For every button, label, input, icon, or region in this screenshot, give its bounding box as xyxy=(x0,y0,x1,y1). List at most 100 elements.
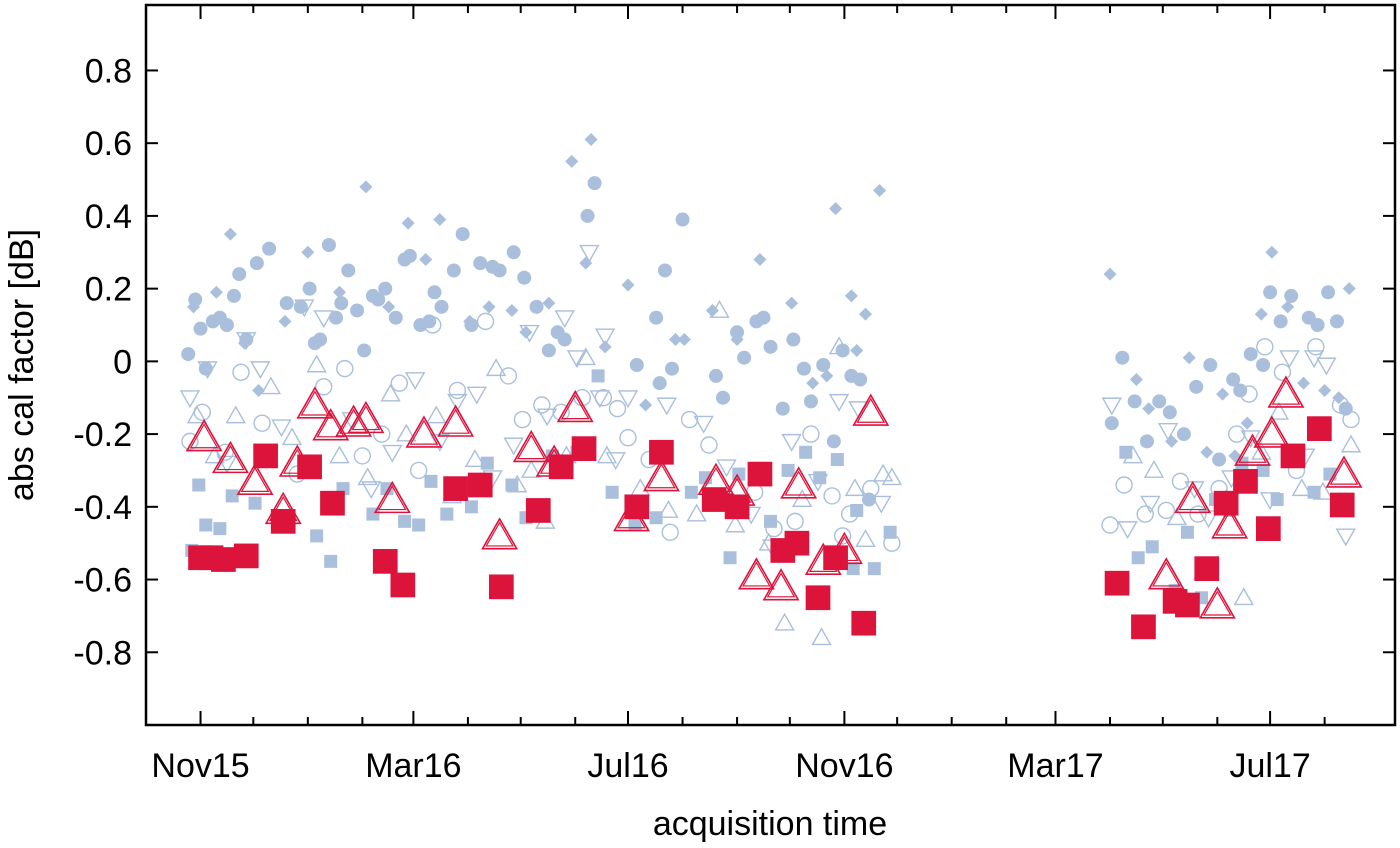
data-point xyxy=(656,397,677,416)
data-point xyxy=(427,285,442,300)
data-point xyxy=(1255,516,1281,541)
data-point xyxy=(730,333,744,347)
data-point xyxy=(1131,614,1156,640)
y-tick-label: 0.6 xyxy=(85,125,132,163)
data-point xyxy=(310,529,324,543)
data-point xyxy=(181,347,196,362)
data-point xyxy=(1184,481,1205,500)
data-point xyxy=(1212,452,1227,467)
data-point-inner xyxy=(1178,484,1208,511)
data-point xyxy=(855,529,876,547)
y-axis-title: abs cal factor [dB] xyxy=(3,229,41,501)
data-point xyxy=(589,390,611,409)
data-point xyxy=(1307,338,1325,356)
data-point xyxy=(1104,416,1119,431)
data-point xyxy=(437,404,475,437)
data-point xyxy=(334,296,349,311)
data-point xyxy=(557,332,572,347)
data-point xyxy=(270,509,296,534)
data-point-inner xyxy=(300,390,330,416)
data-point xyxy=(372,549,398,574)
data-point xyxy=(774,612,795,631)
data-point xyxy=(260,376,282,395)
data-point xyxy=(301,245,315,259)
data-point xyxy=(373,425,391,443)
data-point xyxy=(642,459,680,492)
data-point xyxy=(529,299,544,314)
data-point xyxy=(1321,285,1336,300)
data-point xyxy=(213,522,227,536)
data-point xyxy=(464,500,478,514)
data-point xyxy=(1335,528,1356,547)
data-point xyxy=(594,328,616,347)
data-point xyxy=(1307,416,1332,441)
data-point xyxy=(359,180,373,194)
data-point xyxy=(541,343,556,358)
data-point xyxy=(1256,338,1274,356)
data-point xyxy=(409,461,428,480)
data-point xyxy=(1213,490,1239,516)
data-point xyxy=(724,494,750,520)
data-point xyxy=(519,324,540,343)
data-point xyxy=(455,227,470,242)
data-point xyxy=(223,227,237,241)
data-point xyxy=(1139,434,1154,449)
data-point xyxy=(1162,405,1177,420)
data-point-inner xyxy=(1202,590,1232,616)
data-point xyxy=(811,627,832,646)
data-point xyxy=(1251,441,1272,460)
data-point xyxy=(262,241,277,256)
data-point xyxy=(1157,501,1176,520)
data-point xyxy=(388,310,403,325)
data-point xyxy=(512,429,550,463)
data-point xyxy=(1243,347,1258,362)
data-point xyxy=(357,467,378,486)
data-point xyxy=(324,554,338,568)
data-point xyxy=(1142,402,1156,416)
x-tick-label: Mar17 xyxy=(1007,747,1103,785)
data-point xyxy=(1194,556,1220,581)
data-point xyxy=(271,419,292,438)
data-point xyxy=(536,408,558,427)
background-series-points xyxy=(179,133,1362,646)
data-point xyxy=(336,359,354,378)
data-point xyxy=(250,361,271,380)
data-point xyxy=(1101,516,1119,534)
data-point xyxy=(335,404,373,437)
data-point xyxy=(1145,540,1159,554)
data-point xyxy=(805,585,831,611)
data-point xyxy=(723,551,737,565)
data-point-inner xyxy=(189,423,219,449)
data-point xyxy=(677,333,691,347)
data-point xyxy=(786,332,801,347)
data-point xyxy=(802,425,820,443)
y-tick-label: 0.2 xyxy=(85,271,132,309)
data-point xyxy=(639,398,653,412)
data-point xyxy=(649,310,664,325)
data-point xyxy=(1182,351,1196,365)
data-point xyxy=(357,343,372,358)
data-point xyxy=(556,389,594,423)
data-point xyxy=(1318,383,1332,397)
data-point xyxy=(378,281,393,296)
data-point xyxy=(657,263,672,278)
data-point xyxy=(765,519,783,538)
data-point xyxy=(1253,415,1291,448)
data-point xyxy=(446,263,461,278)
data-point xyxy=(775,401,790,416)
data-point xyxy=(1331,396,1350,414)
data-point xyxy=(1147,557,1185,590)
data-point xyxy=(1310,318,1325,332)
data-point xyxy=(846,562,860,576)
data-point-inner xyxy=(240,466,270,492)
data-point xyxy=(786,512,804,531)
data-point xyxy=(447,393,468,412)
data-point xyxy=(382,300,396,314)
data-point xyxy=(737,350,752,365)
data-point xyxy=(1115,350,1130,365)
data-point xyxy=(402,248,417,263)
data-point xyxy=(840,505,859,523)
data-point xyxy=(1117,521,1138,540)
data-point xyxy=(333,285,347,299)
data-point xyxy=(565,154,579,168)
